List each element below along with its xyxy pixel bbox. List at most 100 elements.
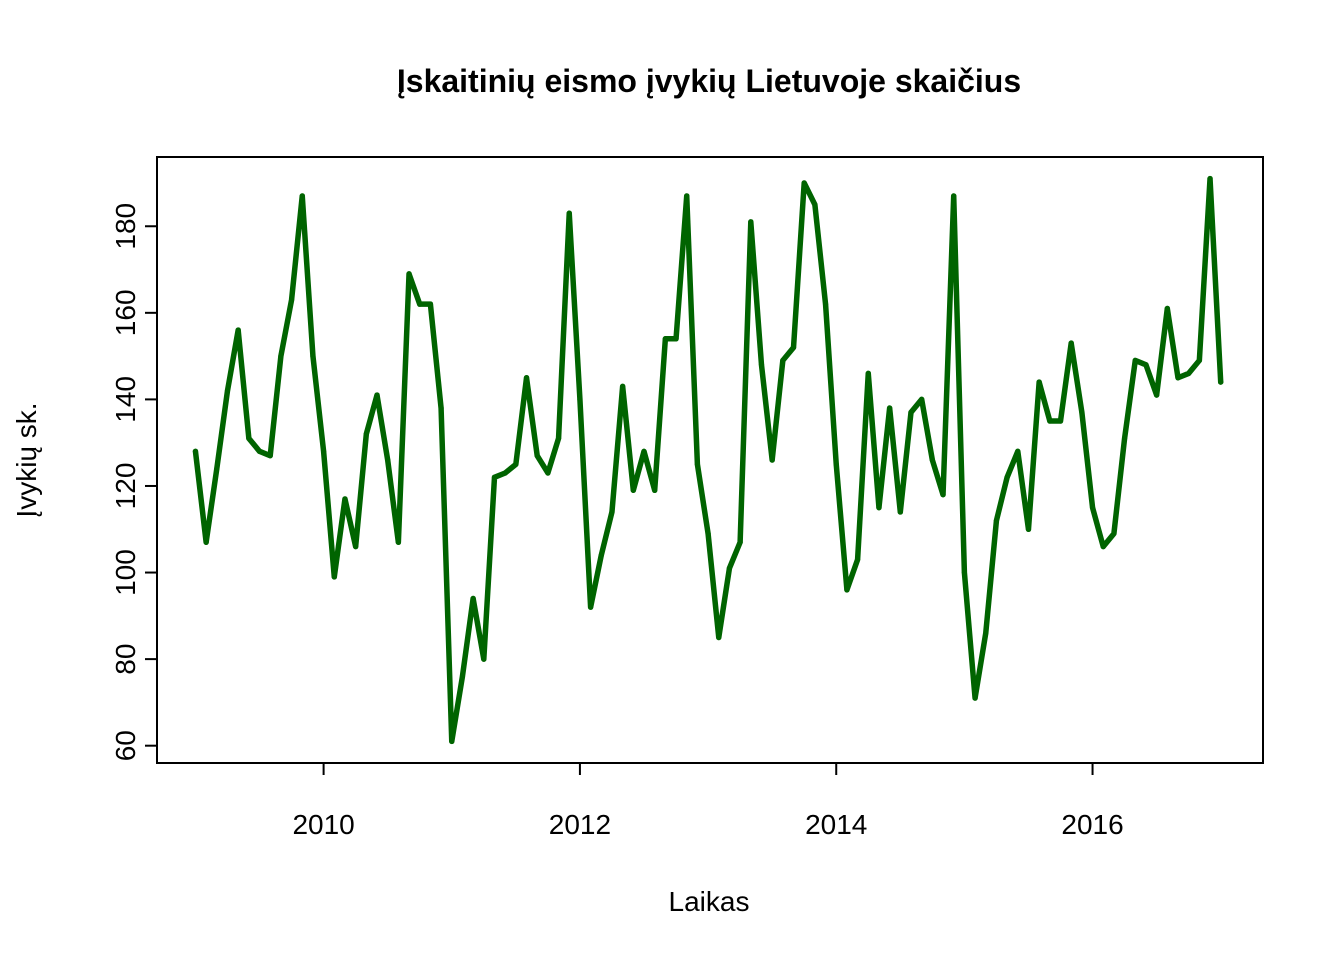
data-point <box>908 409 914 415</box>
data-point <box>1132 357 1138 364</box>
data-point <box>427 301 434 307</box>
x-tick-label: 2016 <box>1061 809 1123 840</box>
data-point <box>1164 305 1170 312</box>
data-point <box>705 530 711 537</box>
data-point <box>331 574 337 580</box>
data-point <box>321 448 327 454</box>
data-point <box>929 457 935 463</box>
data-point <box>652 487 658 493</box>
data-point <box>1111 530 1117 537</box>
data-point <box>278 353 284 359</box>
data-point <box>513 461 519 467</box>
data-point <box>577 396 583 402</box>
data-point <box>812 202 818 208</box>
data-point <box>267 453 273 459</box>
data-point <box>1100 543 1106 550</box>
data-point <box>1154 392 1160 398</box>
data-point <box>1186 370 1192 377</box>
data-point <box>1143 362 1149 368</box>
data-point <box>662 336 668 342</box>
data-point <box>951 193 957 199</box>
data-point <box>417 301 423 307</box>
data-point <box>1068 340 1074 346</box>
data-point <box>1057 418 1064 424</box>
data-point <box>620 383 626 390</box>
x-tick-label: 2014 <box>805 809 867 840</box>
data-point <box>726 565 733 571</box>
data-point <box>876 505 882 511</box>
data-point <box>780 357 786 364</box>
data-point <box>1025 526 1032 532</box>
data-point <box>256 448 263 454</box>
data-point <box>342 496 348 502</box>
data-point <box>374 392 380 398</box>
data-point <box>758 362 765 368</box>
data-point <box>673 336 679 342</box>
data-point <box>534 453 540 459</box>
data-point <box>385 457 391 463</box>
data-point <box>214 466 220 472</box>
data-point <box>1175 375 1181 381</box>
data-point <box>854 556 861 563</box>
data-point <box>844 587 850 593</box>
data-point <box>502 470 508 476</box>
data-point <box>737 539 743 545</box>
data-point <box>235 327 241 333</box>
x-axis-label: Laikas <box>669 886 750 917</box>
y-tick-label: 120 <box>110 463 141 510</box>
data-point <box>353 543 359 550</box>
data-point <box>224 388 231 394</box>
data-point <box>523 375 530 381</box>
data-point <box>545 470 551 476</box>
y-tick-label: 160 <box>110 289 141 336</box>
data-point <box>470 595 476 602</box>
chart-title: Įskaitinių eismo įvykių Lietuvoje skaiči… <box>397 63 1021 99</box>
data-point <box>1218 379 1224 385</box>
data-point <box>1036 379 1042 385</box>
data-point <box>641 448 647 454</box>
data-point <box>769 457 775 463</box>
data-point <box>406 271 412 277</box>
data-point <box>598 552 604 558</box>
y-tick-label: 140 <box>110 376 141 423</box>
data-point <box>1079 409 1085 415</box>
data-point <box>822 301 829 307</box>
data-point <box>1047 418 1053 424</box>
data-point <box>940 492 946 498</box>
data-point <box>790 344 797 351</box>
data-point <box>363 431 369 437</box>
data-point <box>897 509 903 515</box>
data-point <box>887 405 893 411</box>
data-point <box>630 487 636 493</box>
y-tick-label: 180 <box>110 203 141 250</box>
data-point <box>919 396 925 402</box>
data-point <box>299 193 305 199</box>
data-point <box>1089 505 1096 511</box>
y-axis-label: Įvykių sk. <box>11 402 42 517</box>
data-point <box>993 518 1000 524</box>
x-tick-label: 2012 <box>549 809 611 840</box>
data-point <box>459 673 466 680</box>
data-point <box>609 509 615 515</box>
data-point <box>748 219 754 225</box>
data-point <box>1121 435 1128 441</box>
data-point <box>716 634 722 641</box>
y-tick-label: 100 <box>110 549 141 596</box>
y-tick-label: 60 <box>110 730 141 761</box>
data-point <box>694 461 700 467</box>
x-tick-label: 2010 <box>292 809 354 840</box>
data-point <box>449 738 455 744</box>
y-tick-label: 80 <box>110 644 141 675</box>
data-point <box>1207 176 1213 182</box>
data-point <box>395 539 401 545</box>
data-point <box>203 539 209 545</box>
data-point <box>1196 357 1202 364</box>
data-point <box>801 180 807 186</box>
series-points <box>192 176 1224 744</box>
data-point <box>1004 474 1010 480</box>
data-point <box>972 695 978 701</box>
data-point <box>587 604 594 610</box>
data-point <box>983 630 989 636</box>
data-point <box>833 461 839 467</box>
